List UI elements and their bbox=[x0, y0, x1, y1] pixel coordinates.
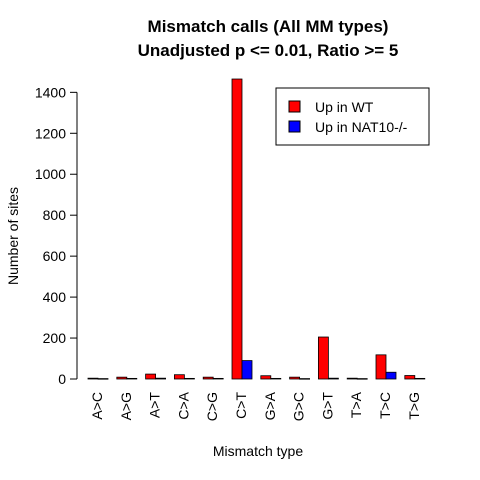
bar-wt-A>C bbox=[87, 377, 99, 380]
chart-title-line-1: Mismatch calls (All MM types) bbox=[148, 17, 389, 36]
y-tick-label: 800 bbox=[43, 207, 67, 223]
bar-nat10-G>A bbox=[270, 377, 282, 380]
x-tick-label: T>G bbox=[406, 392, 422, 420]
bar-wt-G>T bbox=[317, 336, 329, 380]
y-tick-label: 1200 bbox=[35, 125, 66, 141]
y-tick-label: 600 bbox=[43, 248, 67, 264]
bar-nat10-C>T bbox=[241, 360, 253, 380]
bar-nat10-C>A bbox=[183, 377, 195, 380]
bar-nat10-T>G bbox=[414, 377, 426, 380]
bars bbox=[87, 78, 426, 380]
x-tick-label: C>A bbox=[175, 391, 191, 419]
bar-wt-C>A bbox=[173, 374, 185, 380]
x-tick-label: A>G bbox=[118, 392, 134, 420]
x-tick-label: G>T bbox=[319, 392, 335, 420]
bar-wt-C>G bbox=[202, 376, 214, 380]
bar-wt-A>G bbox=[116, 376, 128, 380]
bar-nat10-A>T bbox=[155, 377, 167, 380]
legend-swatch-wt bbox=[288, 100, 301, 113]
bar-nat10-G>T bbox=[327, 377, 339, 380]
x-tick-label: C>G bbox=[204, 392, 220, 421]
bar-wt-A>T bbox=[145, 373, 157, 380]
legend-box bbox=[275, 87, 430, 146]
x-tick-label: T>C bbox=[377, 392, 393, 419]
y-tick-label: 200 bbox=[43, 330, 67, 346]
x-tick-label: T>A bbox=[348, 391, 364, 418]
bar-nat10-T>C bbox=[385, 371, 397, 380]
y-axis: 0 200 400 600 800 1000 1200 1400 bbox=[35, 84, 78, 387]
bar-wt-T>A bbox=[346, 377, 358, 380]
chart-title-line-2: Unadjusted p <= 0.01, Ratio >= 5 bbox=[138, 41, 399, 60]
bar-nat10-C>G bbox=[212, 377, 224, 380]
legend: Up in WT Up in NAT10-/- bbox=[275, 87, 430, 146]
legend-label-nat10: Up in NAT10-/- bbox=[315, 119, 408, 135]
bar-nat10-T>A bbox=[356, 378, 368, 380]
y-tick-label: 1400 bbox=[35, 84, 66, 100]
bar-wt-T>G bbox=[404, 375, 416, 380]
x-tick-label: A>T bbox=[147, 392, 163, 419]
legend-swatch-nat10 bbox=[288, 120, 301, 133]
x-axis: A>C A>G A>T C>A C>G C>T G>A G>C G>T T>A T>C T>G bbox=[89, 391, 422, 421]
x-tick-label: A>C bbox=[89, 392, 105, 420]
bar-wt-T>C bbox=[375, 354, 387, 380]
x-tick-label: G>C bbox=[291, 392, 307, 421]
bar-wt-G>A bbox=[260, 375, 272, 380]
legend-label-wt: Up in WT bbox=[315, 99, 374, 115]
x-tick-label: G>A bbox=[262, 391, 278, 420]
bar-wt-C>T bbox=[231, 78, 243, 380]
bar-nat10-A>C bbox=[97, 378, 109, 380]
y-tick-label: 0 bbox=[58, 371, 66, 387]
x-axis-label: Mismatch type bbox=[213, 443, 303, 459]
y-tick-label: 400 bbox=[43, 289, 67, 305]
bar-nat10-A>G bbox=[126, 377, 138, 380]
y-axis-label: Number of sites bbox=[5, 187, 21, 285]
x-tick-label: C>T bbox=[233, 392, 249, 419]
bar-nat10-G>C bbox=[299, 378, 311, 380]
bar-wt-G>C bbox=[289, 376, 301, 380]
y-tick-label: 1000 bbox=[35, 166, 66, 182]
